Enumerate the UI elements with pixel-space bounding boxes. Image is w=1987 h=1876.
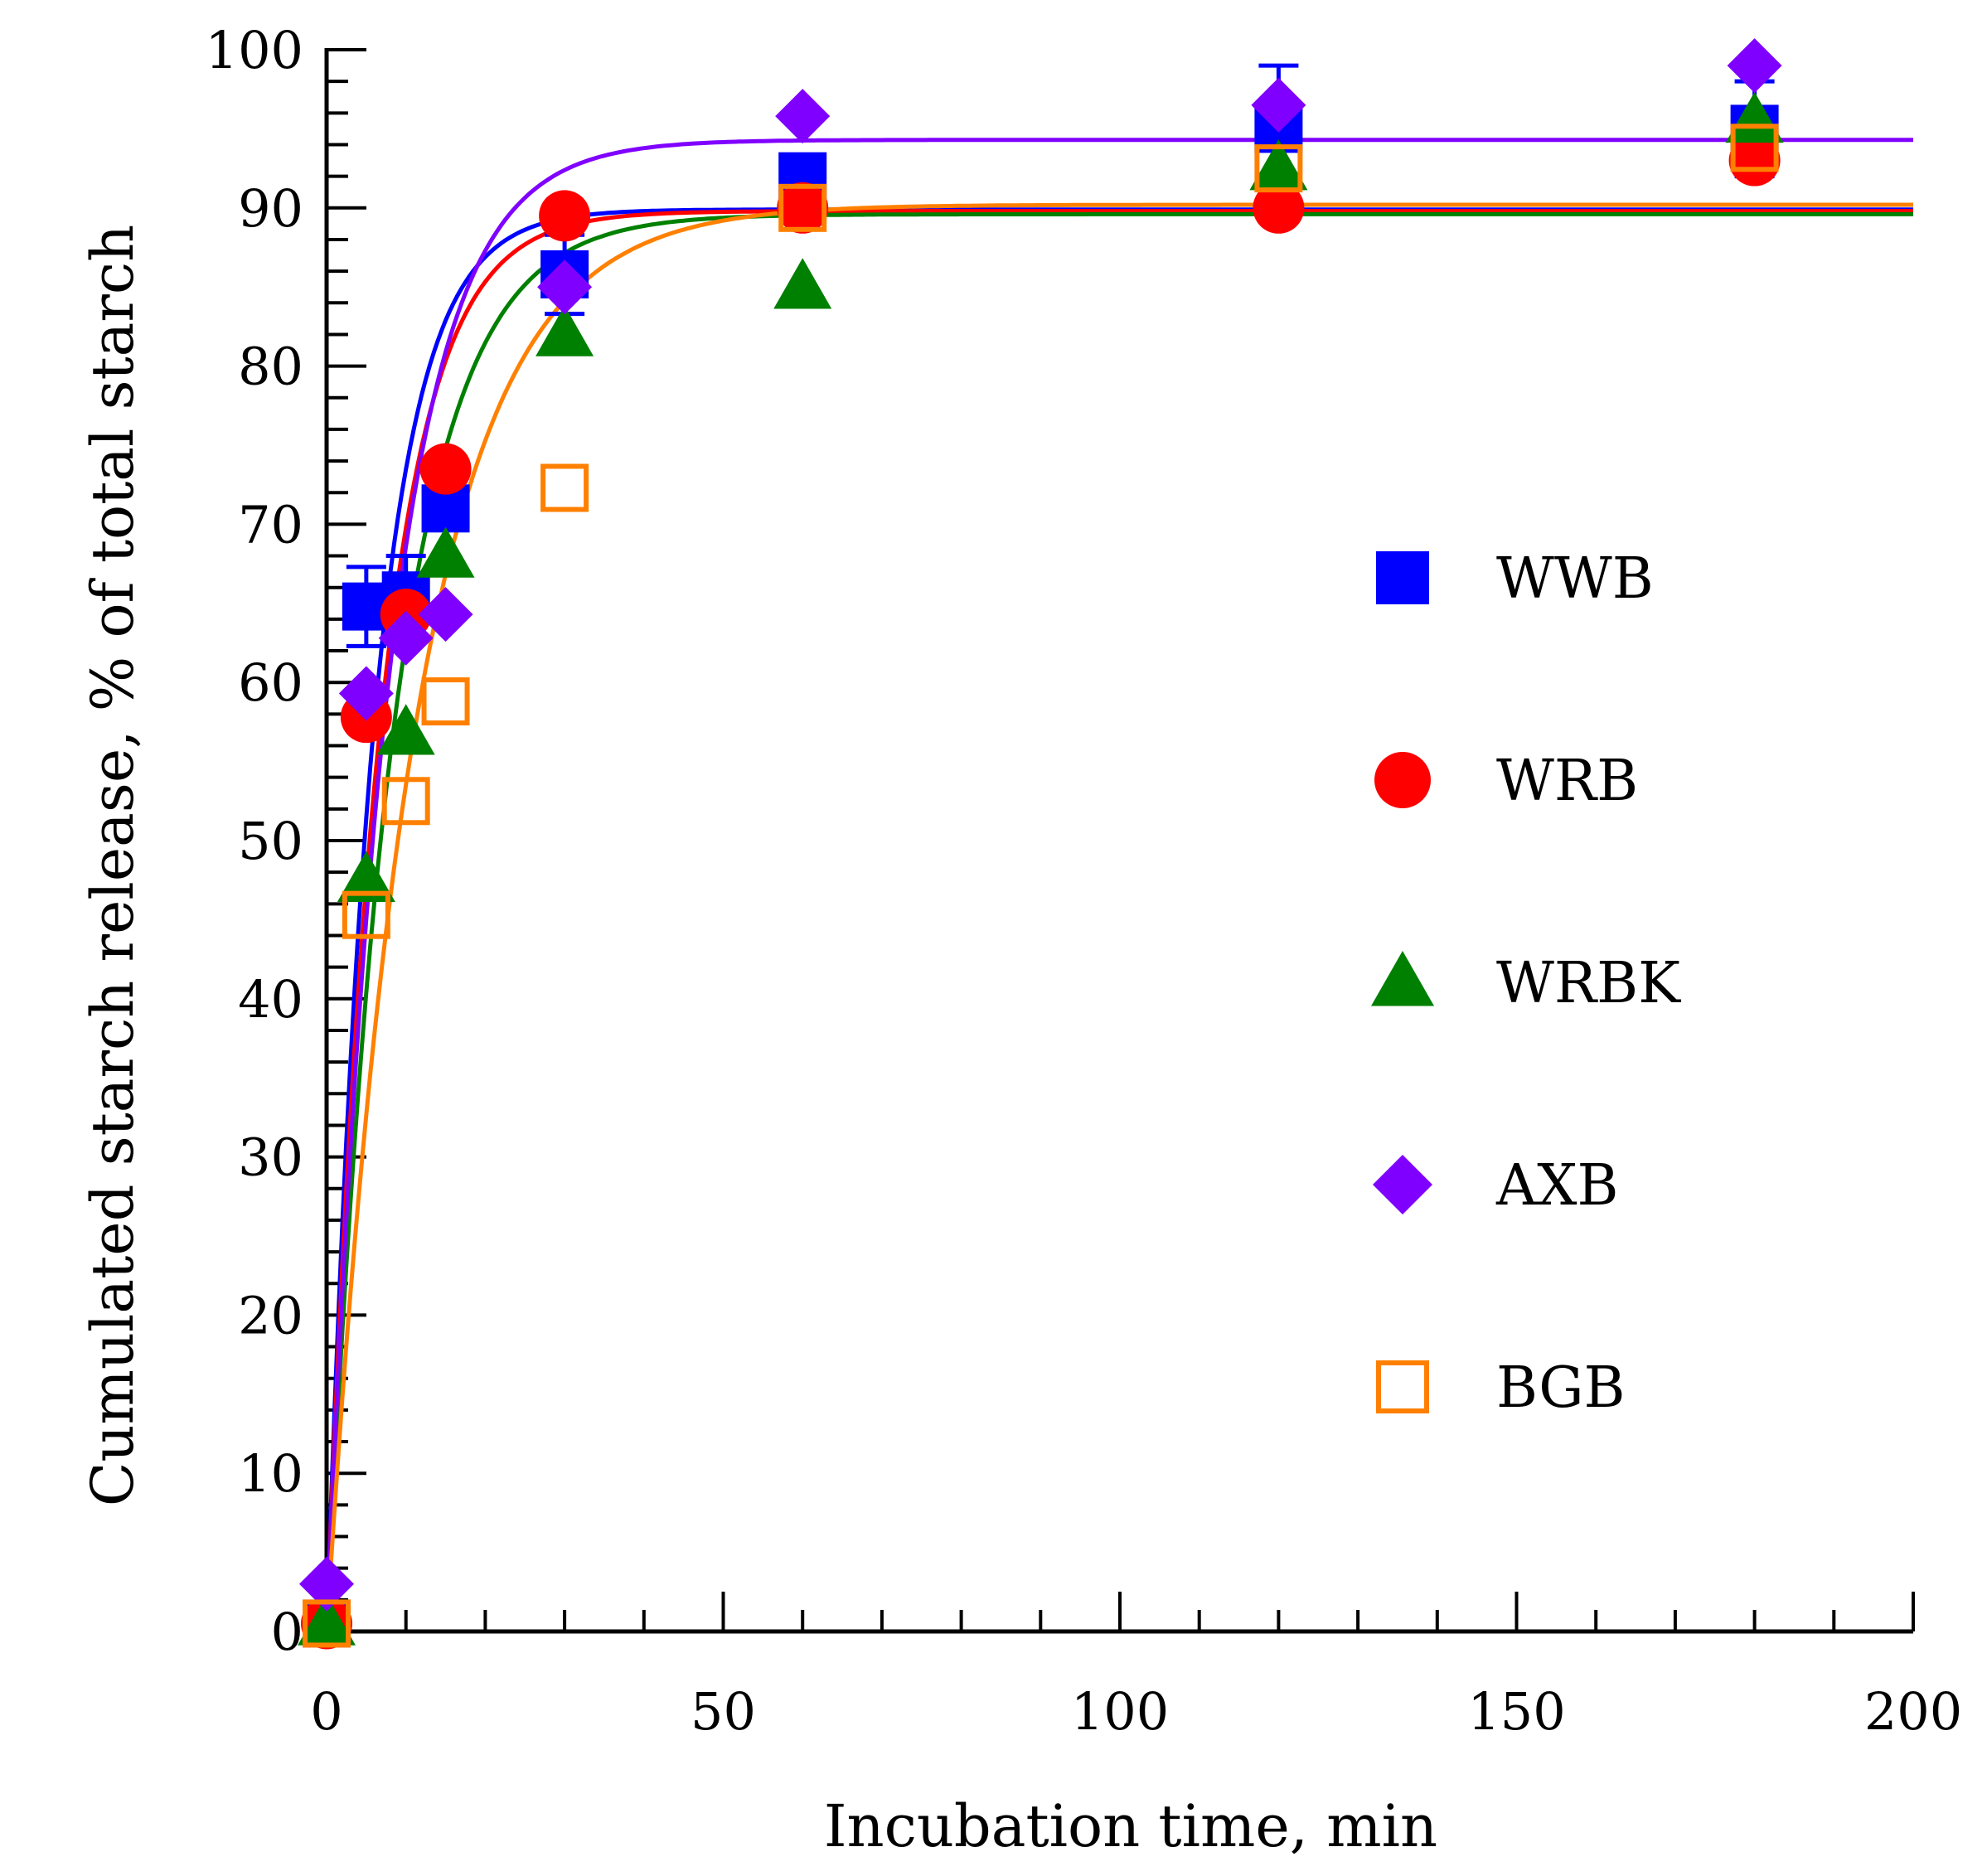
point-axb (537, 259, 593, 315)
point-axb (1727, 38, 1782, 94)
y-tick-label: 80 (238, 337, 303, 397)
point-wrbk (337, 851, 395, 902)
x-axis-title: Incubation time, min (824, 1792, 1437, 1860)
point-bgb (1730, 124, 1779, 172)
y-tick-label: 100 (206, 20, 303, 80)
fit-curve-axb (324, 138, 1913, 1632)
y-tick-label: 90 (238, 178, 303, 239)
point-bgb (1254, 144, 1303, 193)
legend-marker-wrbk (1371, 951, 1434, 1006)
legend-marker-wwb (1376, 551, 1429, 604)
point-wrbk (298, 1594, 356, 1646)
x-tick-label: 0 (310, 1681, 342, 1742)
legend-label-wrbk: WRBK (1496, 951, 1681, 1016)
point-bgb (540, 463, 589, 512)
point-wrbk (536, 305, 594, 356)
y-tick-label: 40 (238, 969, 303, 1030)
x-tick-label: 200 (1864, 1681, 1962, 1742)
x-tick-label: 150 (1467, 1681, 1565, 1742)
legend-marker-axb (1373, 1155, 1432, 1214)
point-wrb (1253, 182, 1305, 234)
x-tick-label: 50 (691, 1681, 756, 1742)
fit-curve-wwb (324, 207, 1913, 1632)
point-bgb (381, 777, 430, 826)
legend-marker-wrb (1374, 752, 1431, 808)
y-axis-title: Cumulated starch release, % of total sta… (79, 225, 147, 1506)
data-markers (298, 38, 1784, 1650)
point-axb (338, 666, 394, 721)
point-bgb (421, 677, 470, 726)
x-tick-label: 100 (1071, 1681, 1169, 1742)
legend-label-wrb: WRB (1496, 749, 1638, 814)
point-wrb (1728, 134, 1781, 187)
y-tick-label: 60 (238, 652, 303, 713)
point-wrb (419, 443, 472, 495)
y-tick-label: 0 (271, 1602, 303, 1662)
point-bgb (303, 1599, 351, 1648)
legend-label-axb: AXB (1495, 1153, 1619, 1219)
legend-label-wwb: WWB (1496, 546, 1654, 612)
point-axb (775, 89, 831, 144)
y-tick-label: 50 (238, 811, 303, 871)
point-wrbk (1725, 91, 1784, 143)
point-axb (1251, 77, 1306, 133)
y-tick-label: 70 (238, 494, 303, 555)
point-bgb (342, 890, 390, 939)
point-wrbk (376, 704, 435, 755)
point-wrbk (773, 258, 832, 309)
y-tick-label: 20 (238, 1285, 303, 1345)
fit-curves (324, 138, 1913, 1632)
point-axb (378, 610, 434, 666)
fit-curve-wrbk (324, 211, 1913, 1632)
point-wrbk (1249, 139, 1308, 191)
fit-curve-bgb (324, 202, 1913, 1632)
point-bgb (778, 183, 827, 232)
point-wrb (777, 182, 829, 234)
axes: 0 50 100 150 200 0 10 20 30 40 50 60 70 80 90 100 (206, 20, 1963, 1742)
point-axb (299, 1556, 354, 1612)
point-axb (418, 587, 473, 642)
point-wrbk (416, 526, 475, 578)
y-tick-label: 30 (238, 1127, 303, 1188)
fit-curve-wrb (324, 209, 1913, 1632)
legend: WWB WRB WRBK AXB BGB (1371, 546, 1681, 1421)
legend-label-bgb: BGB (1496, 1355, 1626, 1421)
legend-marker-bgb (1376, 1360, 1429, 1413)
point-wrb (539, 190, 591, 242)
y-tick-label: 10 (238, 1443, 303, 1504)
